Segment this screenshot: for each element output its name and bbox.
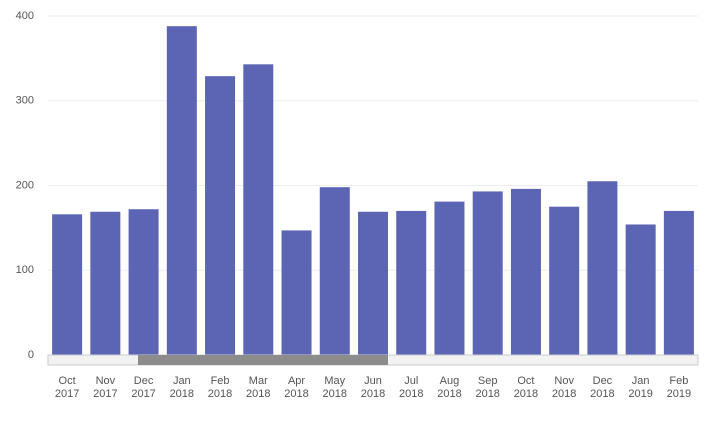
bar [205,76,236,356]
x-tick-label: Jul 2018 [398,375,424,400]
x-tick-label: Nov 2017 [93,375,118,400]
x-tick-label: Sep 2018 [475,375,500,400]
bar [358,211,388,355]
x-tick-label: Oct 2018 [513,375,539,400]
x-tick-label: Oct 2017 [54,375,80,400]
bar [663,210,694,355]
x-tick-label: Aug 2018 [437,375,462,400]
x-tick-label: Jan 2018 [169,375,195,400]
bar [549,206,580,355]
x-tick-label: May 2018 [322,375,347,400]
y-tick-label: 0 [28,349,34,361]
bar [128,209,159,355]
bar [396,210,427,355]
x-tick-label: Feb 2019 [666,375,692,400]
x-tick-label: Mar 2018 [246,375,271,400]
x-tick-label: Nov 2018 [551,375,577,400]
bar [243,64,274,356]
bar [625,224,656,355]
y-tick-label: 400 [16,10,34,22]
scrollbar-thumb[interactable] [138,355,388,365]
y-tick-label: 100 [16,264,34,276]
x-tick-label: Jun 2018 [360,375,386,400]
x-tick-label: Dec 2018 [590,375,615,400]
bar [472,191,503,355]
bar [319,187,350,355]
bar [587,181,618,355]
y-tick-label: 200 [16,179,34,191]
bar [510,188,541,355]
x-tick-label: Feb 2018 [207,375,233,400]
x-tick-label: Jan 2019 [628,375,653,400]
bar [52,214,83,355]
bar [90,211,121,355]
bar [434,201,465,355]
bar [281,230,312,355]
x-tick-label: Apr 2018 [284,375,309,400]
x-tick-label: Dec 2017 [131,375,156,400]
y-tick-label: 300 [16,95,34,107]
bar [166,26,197,355]
